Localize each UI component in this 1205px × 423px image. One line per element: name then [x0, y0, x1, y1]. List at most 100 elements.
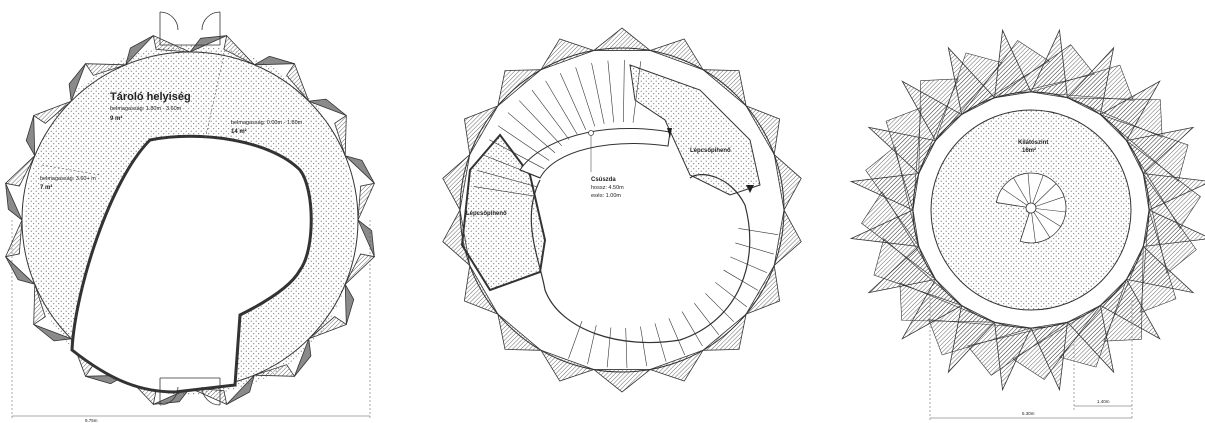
facade-panel — [4, 219, 23, 258]
stair-step — [668, 318, 686, 356]
room-title: Tároló helyiség — [110, 91, 191, 103]
zone-divider — [204, 49, 226, 141]
stair-step — [568, 320, 583, 359]
stair-step — [477, 170, 538, 188]
spiral-step — [1027, 173, 1032, 209]
stair-step — [507, 112, 556, 154]
spiral-step — [1030, 207, 1051, 238]
landing-left-area — [460, 133, 547, 292]
facade-panel — [648, 38, 704, 71]
facade-panel — [68, 63, 86, 102]
facade-blade — [873, 238, 962, 306]
facade-blade — [899, 282, 995, 323]
facade-blade — [1067, 97, 1163, 138]
inner-wall — [459, 47, 785, 373]
spiral-step — [1030, 183, 1057, 209]
stair-steps — [473, 60, 779, 368]
slide-title: Csúszda — [591, 177, 616, 183]
door-bottom — [159, 377, 221, 406]
facade-blade — [1012, 305, 1101, 380]
zone-a-area: 9 m² — [110, 115, 122, 122]
stair-step — [482, 154, 541, 178]
facade-panel — [32, 100, 72, 124]
facade-panel — [33, 284, 46, 326]
spiral-step — [1030, 207, 1061, 227]
facade-blade — [961, 40, 1050, 115]
facade-blade — [1126, 140, 1201, 229]
slide-marker — [588, 130, 594, 136]
stair-step — [545, 80, 578, 135]
slide-slope: esés: 1.00m — [591, 193, 621, 199]
facade-panel — [25, 115, 36, 156]
stair-step — [489, 139, 545, 170]
dimension-label: 9.75m — [85, 418, 98, 423]
facade-panel — [497, 313, 543, 351]
facade-blade — [967, 321, 1068, 376]
facade-blade — [861, 191, 936, 280]
zone-c-area: 7 m² — [40, 184, 52, 191]
lookout-title: Kilátószint — [1018, 140, 1048, 146]
facade-blade — [885, 107, 922, 211]
facade-blade — [918, 78, 959, 174]
spiral-step — [1001, 187, 1032, 209]
stair-step — [632, 61, 642, 123]
spiral-step — [1030, 207, 1036, 243]
stair-step — [587, 325, 597, 365]
stair-step — [738, 228, 779, 236]
stair-step — [715, 282, 748, 308]
stair-step — [705, 293, 734, 322]
facade-blade — [1142, 173, 1197, 274]
facade-panel — [344, 284, 355, 325]
facade-panel — [4, 155, 36, 187]
stair-step — [519, 100, 562, 147]
stair-step — [681, 311, 703, 347]
stair-step — [575, 67, 596, 127]
facade-blade — [1103, 246, 1144, 342]
plan-stair-level: Lépcsőpihenő Lépcsőpihenő Csúszda hossz:… — [442, 27, 802, 393]
dimension-small: 1.40m — [1097, 399, 1110, 404]
storage-dotted-zone — [25, 45, 355, 395]
facade-blade — [994, 44, 1095, 99]
stair-step — [730, 256, 768, 274]
facade-panel — [442, 153, 471, 212]
facade-blade — [1030, 64, 1134, 101]
stair-step — [531, 89, 570, 140]
zone-c-height: belmagasság: 3.60+ m — [40, 176, 96, 182]
stair-step — [497, 125, 550, 161]
stair-arrow — [746, 185, 754, 193]
facade-blade — [928, 319, 1032, 356]
facade-panel — [773, 208, 802, 267]
stair-step — [735, 242, 774, 255]
stair-step — [606, 327, 612, 368]
facade-panel — [773, 153, 802, 212]
zone-b-height: belmagasság: 0.00m - 1.80m — [231, 120, 303, 126]
dimension-large: 5.30m — [1022, 411, 1035, 416]
facade-panel — [344, 253, 376, 285]
outer-facade-ring — [849, 28, 1205, 392]
stair-arrow — [667, 128, 672, 138]
facade-blade — [1059, 279, 1127, 368]
landing-right-area — [629, 64, 761, 196]
facade-panel — [701, 69, 747, 107]
stair-step — [654, 323, 667, 362]
zone-a-height: belmagasság: 1.80m - 3.60m — [110, 106, 182, 112]
facade-panel — [497, 69, 543, 107]
spiral-step — [1030, 175, 1044, 209]
stair-step — [694, 303, 720, 336]
facade-panel — [308, 98, 347, 116]
slide-shape — [519, 127, 671, 179]
stair-step — [607, 60, 615, 123]
stair-step — [640, 326, 648, 367]
door-top — [159, 11, 221, 46]
plan-storage-level: 9.75m Tároló helyiség belmagasság: 1.80m… — [4, 11, 376, 423]
spiral-step — [1013, 177, 1032, 209]
facade-panel — [592, 27, 652, 51]
lookout-area: 16m² — [1022, 147, 1036, 154]
slide-length: hossz: 4.50m — [591, 185, 624, 191]
stair-well-outline — [530, 174, 751, 344]
facade-panel — [33, 324, 72, 342]
facade-panel — [701, 313, 747, 351]
facade-panel — [5, 183, 23, 221]
facade-panel — [357, 219, 375, 257]
stair-step — [559, 73, 587, 130]
